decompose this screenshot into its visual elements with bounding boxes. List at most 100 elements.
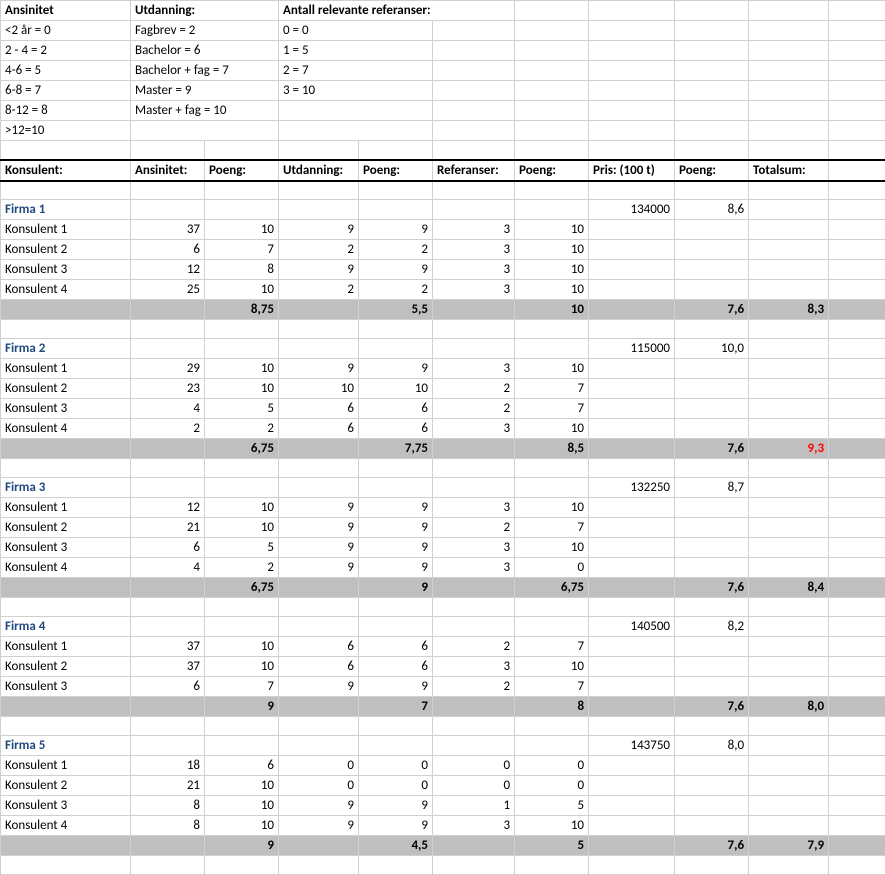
legend-header-utdanning: Utdanning: xyxy=(131,1,279,21)
firm-total: 8,0 xyxy=(749,697,829,717)
consultant-row: Konsulent 312899310 xyxy=(1,260,885,280)
firm-price: 134000 xyxy=(589,200,675,220)
legend-row: 2 - 4 = 2Bachelor = 61 = 5 xyxy=(1,41,885,61)
consultant-name: Konsulent 2 xyxy=(1,776,131,796)
legend-ansinitet-item: 8-12 = 8 xyxy=(1,101,131,121)
firm-price-points: 8,7 xyxy=(675,478,749,498)
firm-price-points: 8,2 xyxy=(675,617,749,637)
summary-row: 8,755,5107,68,3 xyxy=(1,300,885,320)
consultant-name: Konsulent 3 xyxy=(1,538,131,558)
legend-referanser-item: 1 = 5 xyxy=(279,41,433,61)
legend-header-ansinitet: Ansinitet xyxy=(1,1,131,21)
firm-price-points: 8,6 xyxy=(675,200,749,220)
firm-price: 115000 xyxy=(589,339,675,359)
legend-referanser-item: 3 = 10 xyxy=(279,81,433,101)
consultant-row: Konsulent 221109927 xyxy=(1,518,885,538)
legend-utdanning-item: Master = 9 xyxy=(131,81,279,101)
consultant-name: Konsulent 1 xyxy=(1,637,131,657)
firm-name: Firma 2 xyxy=(1,339,131,359)
legend-referanser-item xyxy=(279,101,433,121)
column-header: Totalsum: xyxy=(749,160,829,181)
legend-ansinitet-item: 6-8 = 7 xyxy=(1,81,131,101)
consultant-name: Konsulent 1 xyxy=(1,220,131,240)
legend-header-referanser: Antall relevante referanser: xyxy=(279,1,515,21)
consultant-row: Konsulent 1371099310 xyxy=(1,220,885,240)
consultant-row: Konsulent 481099310 xyxy=(1,816,885,836)
consultant-row: Konsulent 11860000 xyxy=(1,756,885,776)
consultant-name: Konsulent 4 xyxy=(1,558,131,578)
legend-header-row: AnsinitetUtdanning:Antall relevante refe… xyxy=(1,1,885,21)
firm-price: 143750 xyxy=(589,736,675,756)
firm-name: Firma 3 xyxy=(1,478,131,498)
legend-referanser-item: 0 = 0 xyxy=(279,21,433,41)
firm-name: Firma 1 xyxy=(1,200,131,220)
consultant-row: Konsulent 2371066310 xyxy=(1,657,885,677)
blank-row xyxy=(1,459,885,478)
consultant-row: Konsulent 3456627 xyxy=(1,399,885,419)
blank-row xyxy=(1,717,885,736)
consultant-name: Konsulent 2 xyxy=(1,379,131,399)
legend-row: 4-6 = 5Bachelor + fag = 72 = 7 xyxy=(1,61,885,81)
firm-total: 7,9 xyxy=(749,836,829,856)
consultant-row: Konsulent 26722310 xyxy=(1,240,885,260)
consultant-row: Konsulent 38109915 xyxy=(1,796,885,816)
column-header: Poeng: xyxy=(205,160,279,181)
firm-name: Firma 4 xyxy=(1,617,131,637)
consultant-row: Konsulent 221100000 xyxy=(1,776,885,796)
legend-utdanning-item: Fagbrev = 2 xyxy=(131,21,279,41)
firm-row: Firma 211500010,0 xyxy=(1,339,885,359)
consultant-name: Konsulent 1 xyxy=(1,359,131,379)
firm-price: 140500 xyxy=(589,617,675,637)
column-header: Konsulent: xyxy=(1,160,131,181)
consultant-name: Konsulent 1 xyxy=(1,756,131,776)
firm-total: 9,3 xyxy=(749,439,829,459)
legend-ansinitet-item: <2 år = 0 xyxy=(1,21,131,41)
legend-referanser-item: 2 = 7 xyxy=(279,61,433,81)
summary-row: 94,557,67,9 xyxy=(1,836,885,856)
consultant-name: Konsulent 2 xyxy=(1,657,131,677)
summary-row: 6,7596,757,68,4 xyxy=(1,578,885,598)
blank-row xyxy=(1,598,885,617)
firm-total: 8,3 xyxy=(749,300,829,320)
consultant-row: Konsulent 36599310 xyxy=(1,538,885,558)
column-header: Referanser: xyxy=(433,160,515,181)
column-header: Ansinitet: xyxy=(131,160,205,181)
firm-price-points: 8,0 xyxy=(675,736,749,756)
consultant-name: Konsulent 2 xyxy=(1,240,131,260)
consultant-name: Konsulent 1 xyxy=(1,498,131,518)
legend-ansinitet-item: 4-6 = 5 xyxy=(1,61,131,81)
scoring-table: AnsinitetUtdanning:Antall relevante refe… xyxy=(0,0,885,875)
firm-row: Firma 3 1322508,7 xyxy=(1,478,885,498)
consultant-row: Konsulent 4251022310 xyxy=(1,280,885,300)
column-header: Utdanning: xyxy=(279,160,359,181)
legend-referanser-item xyxy=(279,121,433,141)
firm-price: 132250 xyxy=(589,478,675,498)
summary-row: 6,757,758,57,69,3 xyxy=(1,439,885,459)
firm-row: Firma 1 1340008,6 xyxy=(1,200,885,220)
legend-ansinitet-item: >12=10 xyxy=(1,121,131,141)
blank-row xyxy=(1,320,885,339)
legend-row: <2 år = 0Fagbrev = 20 = 0 xyxy=(1,21,885,41)
legend-row: >12=10 xyxy=(1,121,885,141)
consultant-row: Konsulent 22310101027 xyxy=(1,379,885,399)
consultant-row: Konsulent 137106627 xyxy=(1,637,885,657)
firm-row: Firma 5 1437508,0 xyxy=(1,736,885,756)
consultant-row: Konsulent 3679927 xyxy=(1,677,885,697)
legend-utdanning-item: Bachelor + fag = 7 xyxy=(131,61,279,81)
column-header xyxy=(829,160,885,181)
legend-row: 6-8 = 7Master = 93 = 10 xyxy=(1,81,885,101)
legend-utdanning-item xyxy=(131,121,279,141)
column-header: Poeng: xyxy=(515,160,589,181)
consultant-name: Konsulent 3 xyxy=(1,677,131,697)
blank-row xyxy=(1,141,885,160)
consultant-name: Konsulent 3 xyxy=(1,260,131,280)
blank-row xyxy=(1,181,885,200)
firm-name: Firma 5 xyxy=(1,736,131,756)
legend-utdanning-item: Master + fag = 10 xyxy=(131,101,279,121)
column-header: Poeng: xyxy=(675,160,749,181)
legend-row: 8-12 = 8Master + fag = 10 xyxy=(1,101,885,121)
consultant-row: Konsulent 4429930 xyxy=(1,558,885,578)
column-header: Poeng: xyxy=(359,160,433,181)
consultant-name: Konsulent 4 xyxy=(1,419,131,439)
consultant-name: Konsulent 4 xyxy=(1,280,131,300)
